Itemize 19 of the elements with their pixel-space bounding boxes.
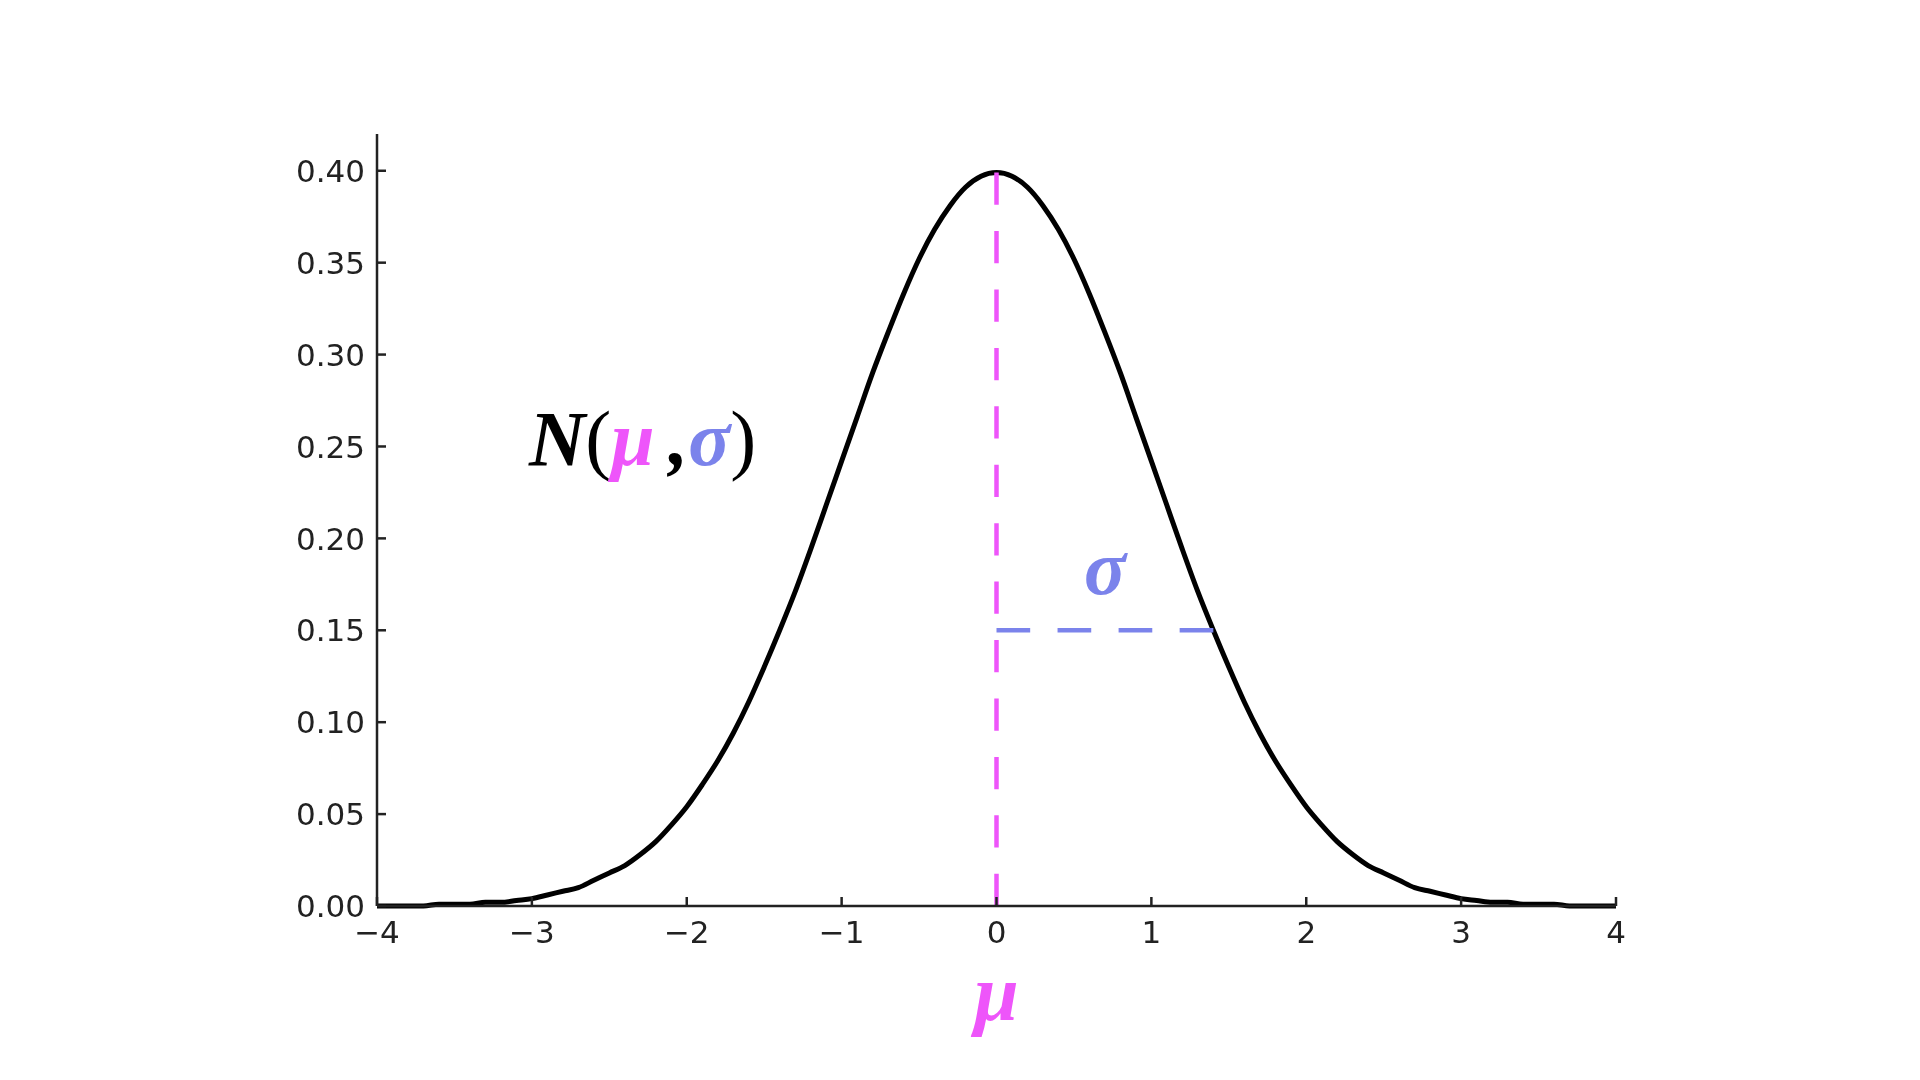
x-tick-label: 3 <box>1451 914 1471 950</box>
y-tick-label: 0.10 <box>295 704 365 741</box>
annotation: N(μ,σ) <box>528 395 757 482</box>
x-tick-label: 0 <box>986 914 1007 950</box>
x-tick-label: −3 <box>509 914 555 950</box>
y-tick-label: 0.25 <box>295 428 365 465</box>
y-tick-label: 0.15 <box>295 612 365 649</box>
x-tick-label: 2 <box>1296 914 1317 950</box>
y-tick-label: 0.40 <box>295 152 365 189</box>
y-tick-label: 0.30 <box>295 336 365 373</box>
series-label: μ <box>970 949 1019 1037</box>
x-tick-label: 4 <box>1606 914 1626 950</box>
x-tick-label: 1 <box>1141 914 1162 950</box>
y-tick-label: 0.20 <box>295 520 365 557</box>
y-tick-label: 0.35 <box>295 244 365 281</box>
series-label: σ <box>1083 524 1128 612</box>
x-tick-label: −2 <box>663 914 710 950</box>
x-tick-label: −1 <box>818 914 865 950</box>
y-tick-label: 0.05 <box>295 796 365 833</box>
